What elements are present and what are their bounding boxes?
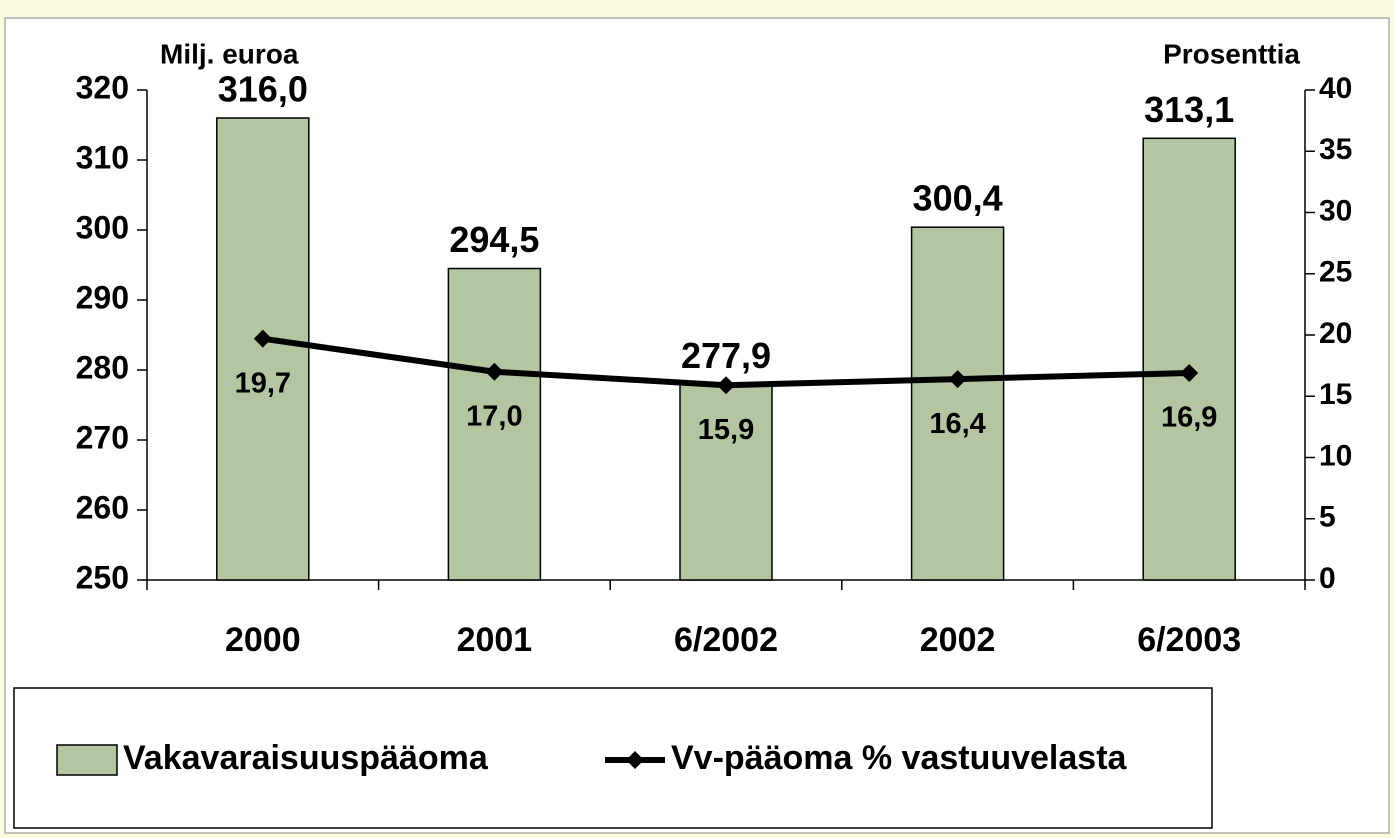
y2-tick-label: 25 xyxy=(1319,256,1352,289)
line-marker xyxy=(948,370,967,389)
legend-swatch xyxy=(56,744,118,776)
y2-axis-label: Prosenttia xyxy=(1163,38,1300,69)
x-tick-label: 6/2003 xyxy=(1137,621,1241,659)
y-tick-label: 250 xyxy=(76,559,129,595)
y2-tick-label: 20 xyxy=(1319,317,1352,350)
x-tick-label: 6/2002 xyxy=(674,621,778,659)
bar-value-label: 313,1 xyxy=(1144,89,1234,130)
bar xyxy=(910,226,1005,581)
x-tick-label: 2001 xyxy=(457,621,533,659)
bar xyxy=(679,383,773,581)
line-marker xyxy=(253,329,272,348)
legend-label: Vv-pääoma % vastuuvelasta xyxy=(671,739,1128,777)
line-value-label: 16,4 xyxy=(929,408,985,440)
y-tick-label: 320 xyxy=(76,69,129,105)
bar xyxy=(1142,137,1236,581)
line-value-label: 16,9 xyxy=(1161,402,1217,434)
line-marker xyxy=(717,376,735,395)
bar-value-label: 277,9 xyxy=(681,335,771,376)
y-tick-label: 260 xyxy=(76,489,129,525)
y2-tick-label: 10 xyxy=(1319,439,1352,472)
legend-label: Vakavaraisuuspääoma xyxy=(123,739,489,777)
bar xyxy=(447,267,542,581)
bar xyxy=(216,117,310,581)
line-value-label: 19,7 xyxy=(235,367,291,399)
x-tick-label: 2000 xyxy=(225,621,301,659)
y2-tick-label: 40 xyxy=(1319,72,1352,105)
legend-marker xyxy=(626,751,644,769)
line-marker xyxy=(1180,363,1199,382)
line-marker xyxy=(485,362,504,381)
y2-tick-label: 0 xyxy=(1319,562,1336,595)
y2-tick-label: 35 xyxy=(1319,133,1352,166)
y-tick-label: 310 xyxy=(76,139,129,175)
line-value-label: 17,0 xyxy=(466,400,522,432)
y2-tick-label: 30 xyxy=(1319,194,1352,227)
y2-tick-label: 5 xyxy=(1319,501,1336,534)
y-tick-label: 270 xyxy=(76,419,129,455)
y-tick-label: 300 xyxy=(76,209,129,245)
bar-value-label: 294,5 xyxy=(449,219,539,260)
y2-tick-label: 15 xyxy=(1319,378,1352,411)
y-tick-label: 280 xyxy=(76,349,129,385)
x-tick-label: 2002 xyxy=(920,621,996,659)
line-value-label: 15,9 xyxy=(698,414,754,446)
y-axis-label: Milj. euroa xyxy=(160,38,299,69)
bar-value-label: 300,4 xyxy=(913,178,1003,219)
y-tick-label: 290 xyxy=(76,279,129,315)
bar-value-label: 316,0 xyxy=(218,69,308,110)
